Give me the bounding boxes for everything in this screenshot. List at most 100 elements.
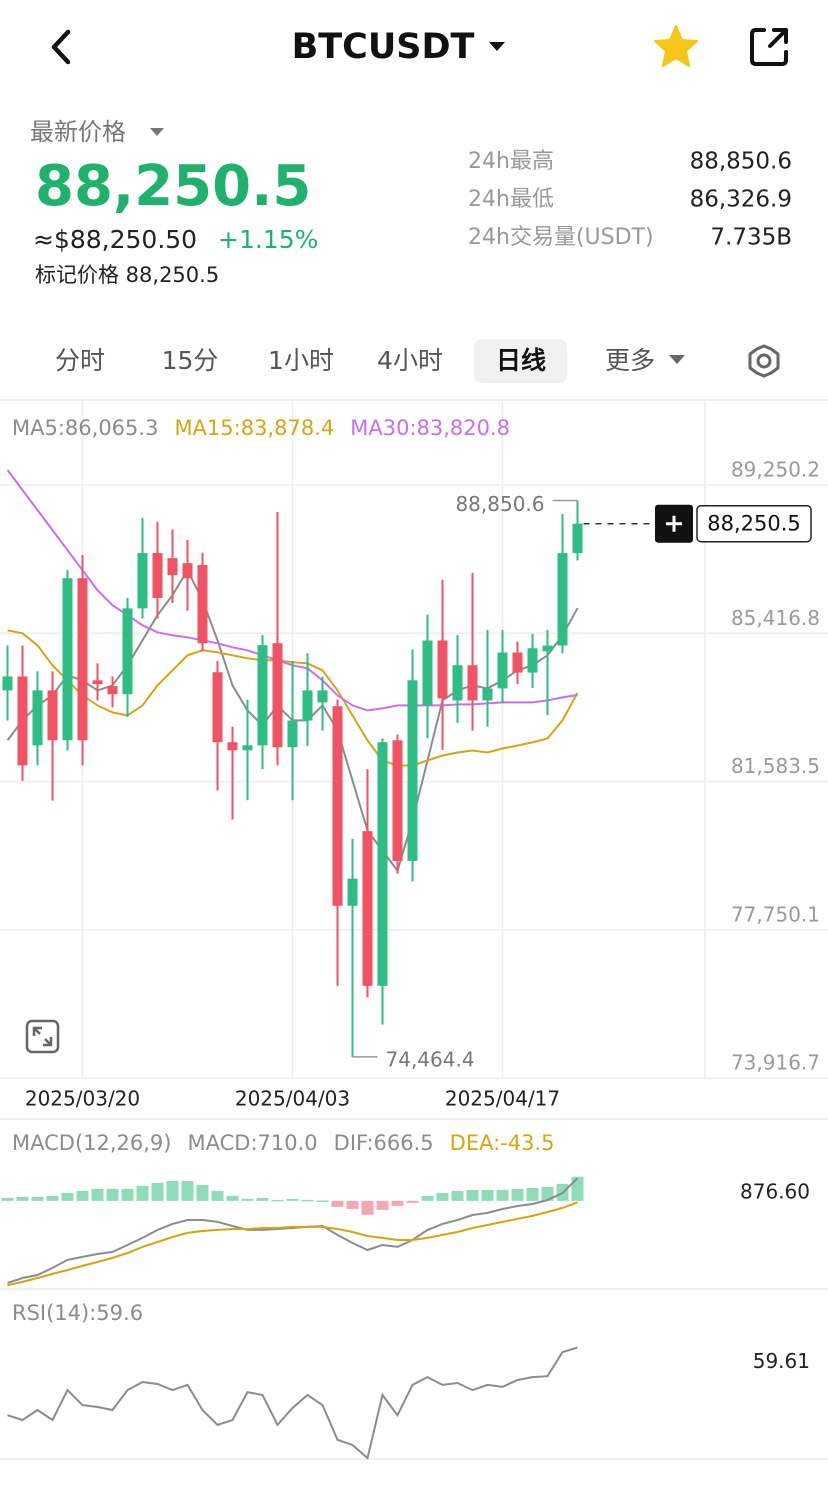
y-tick-label: 89,250.2 (731, 458, 820, 482)
macd-bar (316, 1200, 329, 1203)
macd-bar (541, 1186, 554, 1201)
last-price-box (696, 504, 812, 543)
back-button[interactable] (51, 29, 71, 65)
candle-body (527, 648, 538, 673)
candle-body (407, 680, 418, 861)
stats: 24h最高 88,850.6 24h最低 86,326.9 24h交易量(USDT) 7.… (468, 149, 792, 251)
stat-value: 86,326.9 (690, 187, 792, 213)
price-dropdown[interactable] (150, 128, 164, 136)
candle-body (32, 690, 43, 746)
macd-bar (61, 1192, 74, 1201)
legend-entry: MA30:83,820.8 (350, 416, 510, 440)
legend-entry: MA15:83,878.4 (174, 416, 334, 440)
macd-bar (391, 1200, 404, 1206)
macd-bar (181, 1180, 194, 1201)
price-change: +1.15% (218, 225, 318, 254)
interval-tab[interactable]: 日线 (496, 346, 546, 375)
macd-bar (46, 1195, 59, 1201)
candle-body (317, 690, 328, 703)
pair-title[interactable]: BTCUSDT (292, 27, 475, 67)
macd-bar (496, 1189, 509, 1201)
macd-bar (91, 1188, 104, 1201)
candle-body (347, 878, 358, 906)
macd-bar (451, 1190, 464, 1201)
candle-body (2, 676, 13, 691)
interval-tab[interactable]: 更多 (605, 346, 655, 375)
interval-tab[interactable]: 4小时 (377, 346, 443, 375)
more-dropdown[interactable] (669, 355, 685, 364)
interval-tabs: 分时 15分 1小时 4小时 日线 更多 (55, 346, 685, 375)
candle-body (152, 553, 163, 598)
stat-label: 24h最高 (468, 149, 554, 174)
y-tick-label: 59.61 (753, 1349, 810, 1373)
macd-bar (271, 1199, 284, 1202)
candle-body (332, 706, 343, 906)
macd-bar (436, 1192, 449, 1201)
macd-bar (361, 1200, 374, 1215)
candle-body (572, 523, 583, 554)
indicator-line (7, 1177, 579, 1284)
macd-bar (136, 1185, 149, 1201)
candle-body (227, 742, 238, 751)
candle-body (257, 645, 268, 746)
macd-bar (211, 1190, 224, 1201)
usd-price: ≈$88,250.50 (33, 225, 197, 254)
settings-button[interactable] (748, 344, 780, 378)
pair-dropdown[interactable] (489, 42, 505, 51)
macd-bar (121, 1188, 134, 1201)
candle-body (422, 640, 433, 706)
latest-price-label[interactable]: 最新价格 (30, 118, 126, 146)
share-button[interactable] (750, 28, 788, 66)
indicator-line (7, 1201, 578, 1287)
legend-entry: DIF:666.5 (334, 1131, 434, 1155)
candle-body (542, 645, 553, 652)
candle-body (557, 553, 568, 646)
extreme-label: 88,850.6 (455, 492, 544, 516)
last-price: 88,250.5 (35, 154, 311, 219)
macd-bar (166, 1180, 179, 1201)
candle-body (107, 686, 118, 695)
macd-bar (16, 1196, 29, 1201)
favorite-star[interactable] (654, 25, 698, 67)
chart-layers: 89,250.2 85,416.8 81,583.5 77,750.1 73,916.7… (0, 400, 828, 1460)
interval-tab[interactable]: 15分 (162, 346, 219, 375)
y-tick-label: 81,583.5 (731, 754, 820, 778)
macd-bar (571, 1176, 584, 1201)
candle-body (287, 720, 298, 748)
candle-body (467, 665, 478, 701)
macd-bar (511, 1188, 524, 1201)
y-tick-label: 73,916.7 (731, 1051, 820, 1075)
candle-body (212, 672, 223, 743)
macd-bar (241, 1198, 254, 1201)
macd-bar (226, 1195, 239, 1201)
candle-body (167, 558, 178, 576)
fullscreen-button[interactable] (25, 1019, 60, 1054)
macd-bar (376, 1200, 389, 1210)
candle-body (182, 563, 193, 579)
candle-body (482, 688, 493, 701)
candle-body (377, 742, 388, 986)
legend-entry: MA5:86,065.3 (12, 416, 158, 440)
macd-bar (481, 1189, 494, 1201)
interval-tab[interactable]: 分时 (55, 346, 105, 375)
candle-body (92, 680, 103, 685)
macd-bar (301, 1199, 314, 1202)
macd-bar (331, 1200, 344, 1207)
stat-value: 88,850.6 (690, 149, 792, 175)
macd-bar (106, 1188, 119, 1201)
macd-bar (346, 1200, 359, 1209)
indicator-line (7, 1346, 578, 1460)
macd-bar (1, 1197, 14, 1201)
macd-bar (151, 1182, 164, 1201)
candle-body (197, 565, 208, 644)
legend-entry: MACD:710.0 (188, 1131, 318, 1155)
stat-value: 7.735B (710, 225, 792, 251)
macd-bar (76, 1190, 89, 1201)
macd-bar (31, 1196, 44, 1201)
mark-price: 标记价格 88,250.5 (35, 263, 219, 287)
candle-body (452, 665, 463, 701)
interval-tab[interactable]: 1小时 (268, 346, 334, 375)
y-tick-label: 85,416.8 (731, 606, 820, 630)
